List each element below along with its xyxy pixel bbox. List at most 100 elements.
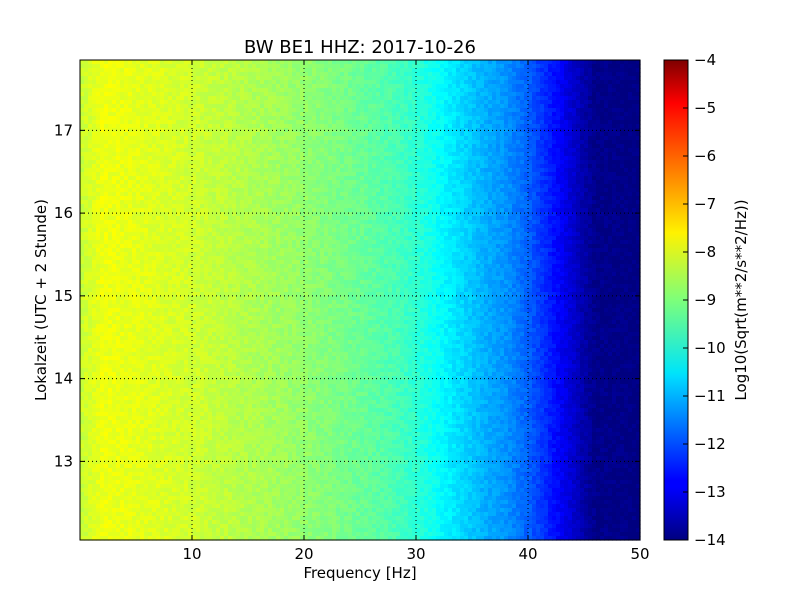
heatmap-cell [400, 196, 405, 201]
heatmap-cell [156, 80, 161, 85]
heatmap-cell [244, 88, 249, 93]
heatmap-cell [112, 76, 117, 81]
heatmap-cell [404, 156, 409, 161]
heatmap-cell [192, 160, 197, 165]
heatmap-cell [444, 176, 449, 181]
heatmap-cell [180, 128, 185, 133]
heatmap-cell [496, 140, 501, 145]
heatmap-cell [416, 100, 421, 105]
heatmap-cell [252, 104, 257, 109]
heatmap-cell [480, 116, 485, 121]
heatmap-cell [576, 184, 581, 189]
heatmap-cell [360, 72, 365, 77]
heatmap-cell [512, 140, 517, 145]
heatmap-cell [632, 132, 637, 137]
heatmap-cell [396, 180, 401, 185]
heatmap-cell [344, 84, 349, 89]
heatmap-cell [128, 64, 133, 69]
heatmap-cell [276, 144, 281, 149]
heatmap-cell [200, 72, 205, 77]
heatmap-cell [624, 184, 629, 189]
heatmap-cell [220, 124, 225, 129]
heatmap-cell [236, 152, 241, 157]
heatmap-cell [424, 124, 429, 129]
heatmap-cell [432, 128, 437, 133]
heatmap-cell [244, 184, 249, 189]
heatmap-cell [388, 104, 393, 109]
heatmap-cell [180, 88, 185, 93]
heatmap-cell [628, 172, 633, 177]
heatmap-cell [364, 132, 369, 137]
heatmap-cell [568, 184, 573, 189]
heatmap-cell [544, 188, 549, 193]
heatmap-cell [136, 72, 141, 77]
heatmap-cell [364, 68, 369, 73]
heatmap-cell [572, 104, 577, 109]
heatmap-cell [188, 136, 193, 141]
heatmap-cell [324, 60, 329, 65]
heatmap-cell [372, 120, 377, 125]
heatmap-cell [372, 136, 377, 141]
heatmap-cell [104, 80, 109, 85]
heatmap-cell [460, 148, 465, 153]
heatmap-cell [288, 128, 293, 133]
heatmap-cell [208, 196, 213, 201]
heatmap-cell [148, 196, 153, 201]
heatmap-cell [460, 188, 465, 193]
heatmap-cell [248, 164, 253, 169]
heatmap-cell [236, 172, 241, 177]
heatmap-cell [408, 160, 413, 165]
heatmap-cell [560, 100, 565, 105]
heatmap-cell [372, 184, 377, 189]
heatmap-cell [348, 68, 353, 73]
heatmap-cell [296, 84, 301, 89]
heatmap-cell [300, 116, 305, 121]
heatmap-cell [96, 116, 101, 121]
heatmap-cell [128, 116, 133, 121]
heatmap-cell [148, 140, 153, 145]
heatmap-cell [116, 68, 121, 73]
heatmap-cell [372, 152, 377, 157]
heatmap-cell [168, 168, 173, 173]
heatmap-cell [172, 80, 177, 85]
heatmap-cell [320, 164, 325, 169]
heatmap-cell [632, 156, 637, 161]
heatmap-cell [444, 68, 449, 73]
heatmap-cell [612, 148, 617, 153]
heatmap-cell [396, 156, 401, 161]
heatmap-cell [500, 184, 505, 189]
heatmap-cell [512, 156, 517, 161]
heatmap-cell [536, 84, 541, 89]
heatmap-cell [228, 96, 233, 101]
heatmap-cell [548, 192, 553, 197]
heatmap-cell [376, 180, 381, 185]
heatmap-cell [568, 120, 573, 125]
heatmap-cell [596, 172, 601, 177]
heatmap-cell [232, 184, 237, 189]
heatmap-cell [488, 80, 493, 85]
heatmap-cell [436, 136, 441, 141]
heatmap-cell [224, 200, 229, 205]
heatmap-cell [616, 132, 621, 137]
heatmap-cell [620, 92, 625, 97]
heatmap-cell [140, 96, 145, 101]
heatmap-cell [228, 68, 233, 73]
heatmap-cell [356, 88, 361, 93]
heatmap-cell [156, 116, 161, 121]
heatmap-cell [184, 160, 189, 165]
heatmap-cell [316, 132, 321, 137]
heatmap-cell [576, 76, 581, 81]
heatmap-cell [432, 68, 437, 73]
heatmap-cell [504, 84, 509, 89]
heatmap-cell [460, 136, 465, 141]
heatmap-cell [216, 144, 221, 149]
heatmap-cell [292, 180, 297, 185]
heatmap-cell [472, 76, 477, 81]
heatmap-cell [424, 100, 429, 105]
heatmap-cell [324, 168, 329, 173]
heatmap-cell [312, 104, 317, 109]
heatmap-cell [116, 172, 121, 177]
heatmap-cell [432, 80, 437, 85]
heatmap-cell [332, 200, 337, 205]
heatmap-cell [400, 200, 405, 205]
